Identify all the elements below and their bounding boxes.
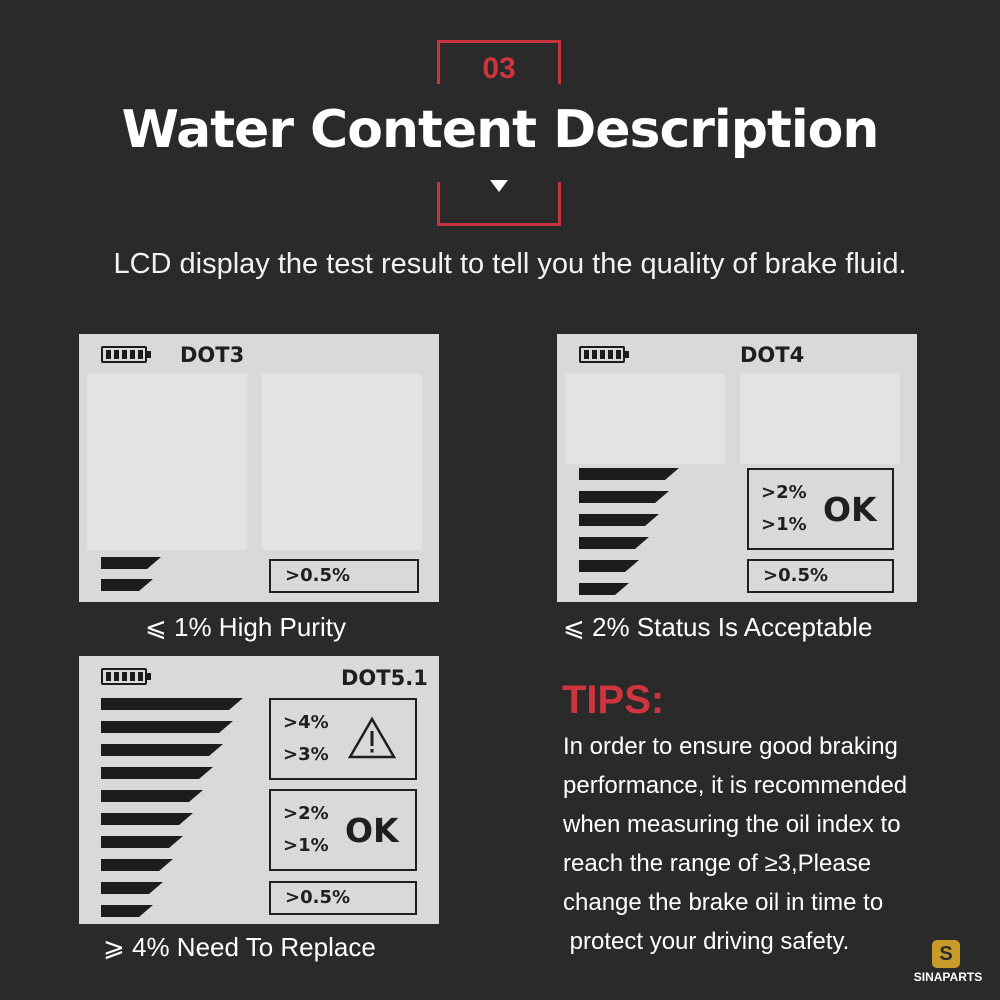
warning-triangle-icon (347, 716, 397, 759)
battery-icon (101, 668, 151, 685)
level-bar (101, 859, 173, 871)
dot-model-label: DOT4 (740, 343, 805, 367)
threshold-label: >0.5% (763, 565, 829, 586)
lcd-panel-dot3: DOT3 >0.5% (79, 334, 439, 602)
level-bar (101, 721, 233, 733)
tips-line: performance, it is recommended (563, 772, 908, 799)
lcd-inner-area (87, 374, 247, 550)
threshold-label: >2% (761, 482, 807, 503)
dot-model-label: DOT5.1 (341, 666, 428, 690)
level-bar (101, 767, 213, 779)
dot-model-label: DOT3 (180, 343, 245, 367)
caption-dot4: ⩽ 2% Status Is Acceptable (563, 612, 873, 642)
brand-logo: S SINAPARTS (904, 940, 992, 996)
caption-dot51: ⩾ 4% Need To Replace (103, 932, 376, 962)
ok-status-text: OK (345, 811, 399, 850)
level-bar (579, 583, 629, 595)
level-bar (579, 560, 639, 572)
threshold-label: >3% (283, 744, 329, 765)
caption-dot3: ⩽ 1% High Purity (145, 612, 346, 642)
threshold-label: >4% (283, 712, 329, 733)
level-bar (101, 905, 153, 917)
lcd-inner-area (565, 374, 725, 464)
step-number: 03 (482, 52, 516, 85)
level-bar (101, 579, 153, 591)
tips-title: TIPS: (562, 678, 665, 722)
warning-status-box: >4% >3% (269, 698, 417, 780)
threshold-box-0-5: >0.5% (269, 559, 419, 593)
ok-status-box: >2% >1% OK (747, 468, 894, 550)
brand-mark-icon: S (932, 940, 960, 968)
threshold-label: >0.5% (285, 887, 351, 908)
battery-icon (101, 346, 151, 363)
step-bracket-bottom (437, 182, 561, 226)
lcd-inner-area (262, 374, 422, 550)
tips-line: In order to ensure good braking (563, 733, 898, 760)
down-arrow-icon (490, 180, 508, 192)
lcd-panel-dot51: DOT5.1 >4% >3% >2% >1% OK >0.5% (79, 656, 439, 924)
brand-name: SINAPARTS (913, 970, 983, 984)
level-bar (579, 491, 669, 503)
level-bar (101, 557, 161, 569)
threshold-label: >1% (283, 835, 329, 856)
threshold-label: >1% (761, 514, 807, 535)
threshold-label: >2% (283, 803, 329, 824)
threshold-label: >0.5% (285, 565, 351, 586)
level-bar (101, 882, 163, 894)
threshold-box-0-5: >0.5% (747, 559, 894, 593)
level-bar (579, 468, 679, 480)
level-bar (101, 813, 193, 825)
ok-status-box: >2% >1% OK (269, 789, 417, 871)
ok-status-text: OK (823, 490, 877, 529)
level-bar (579, 514, 659, 526)
page-title: Water Content Description (121, 100, 880, 160)
battery-icon (579, 346, 629, 363)
threshold-box-0-5: >0.5% (269, 881, 417, 915)
lcd-inner-area (740, 374, 900, 464)
level-bar (101, 836, 183, 848)
tips-line: when measuring the oil index to (563, 811, 901, 838)
tips-line: change the brake oil in time to (563, 889, 884, 916)
level-bar (101, 790, 203, 802)
lcd-panel-dot4: DOT4 >2% >1% OK >0.5% (557, 334, 917, 602)
level-bar (101, 744, 223, 756)
step-bracket-top (437, 40, 561, 84)
level-bar (579, 537, 649, 549)
tips-line: reach the range of ≥3,Please (563, 850, 872, 877)
tips-line: protect your driving safety. (563, 928, 850, 955)
level-bar (101, 698, 243, 710)
page-subtitle: LCD display the test result to tell you … (113, 248, 907, 280)
